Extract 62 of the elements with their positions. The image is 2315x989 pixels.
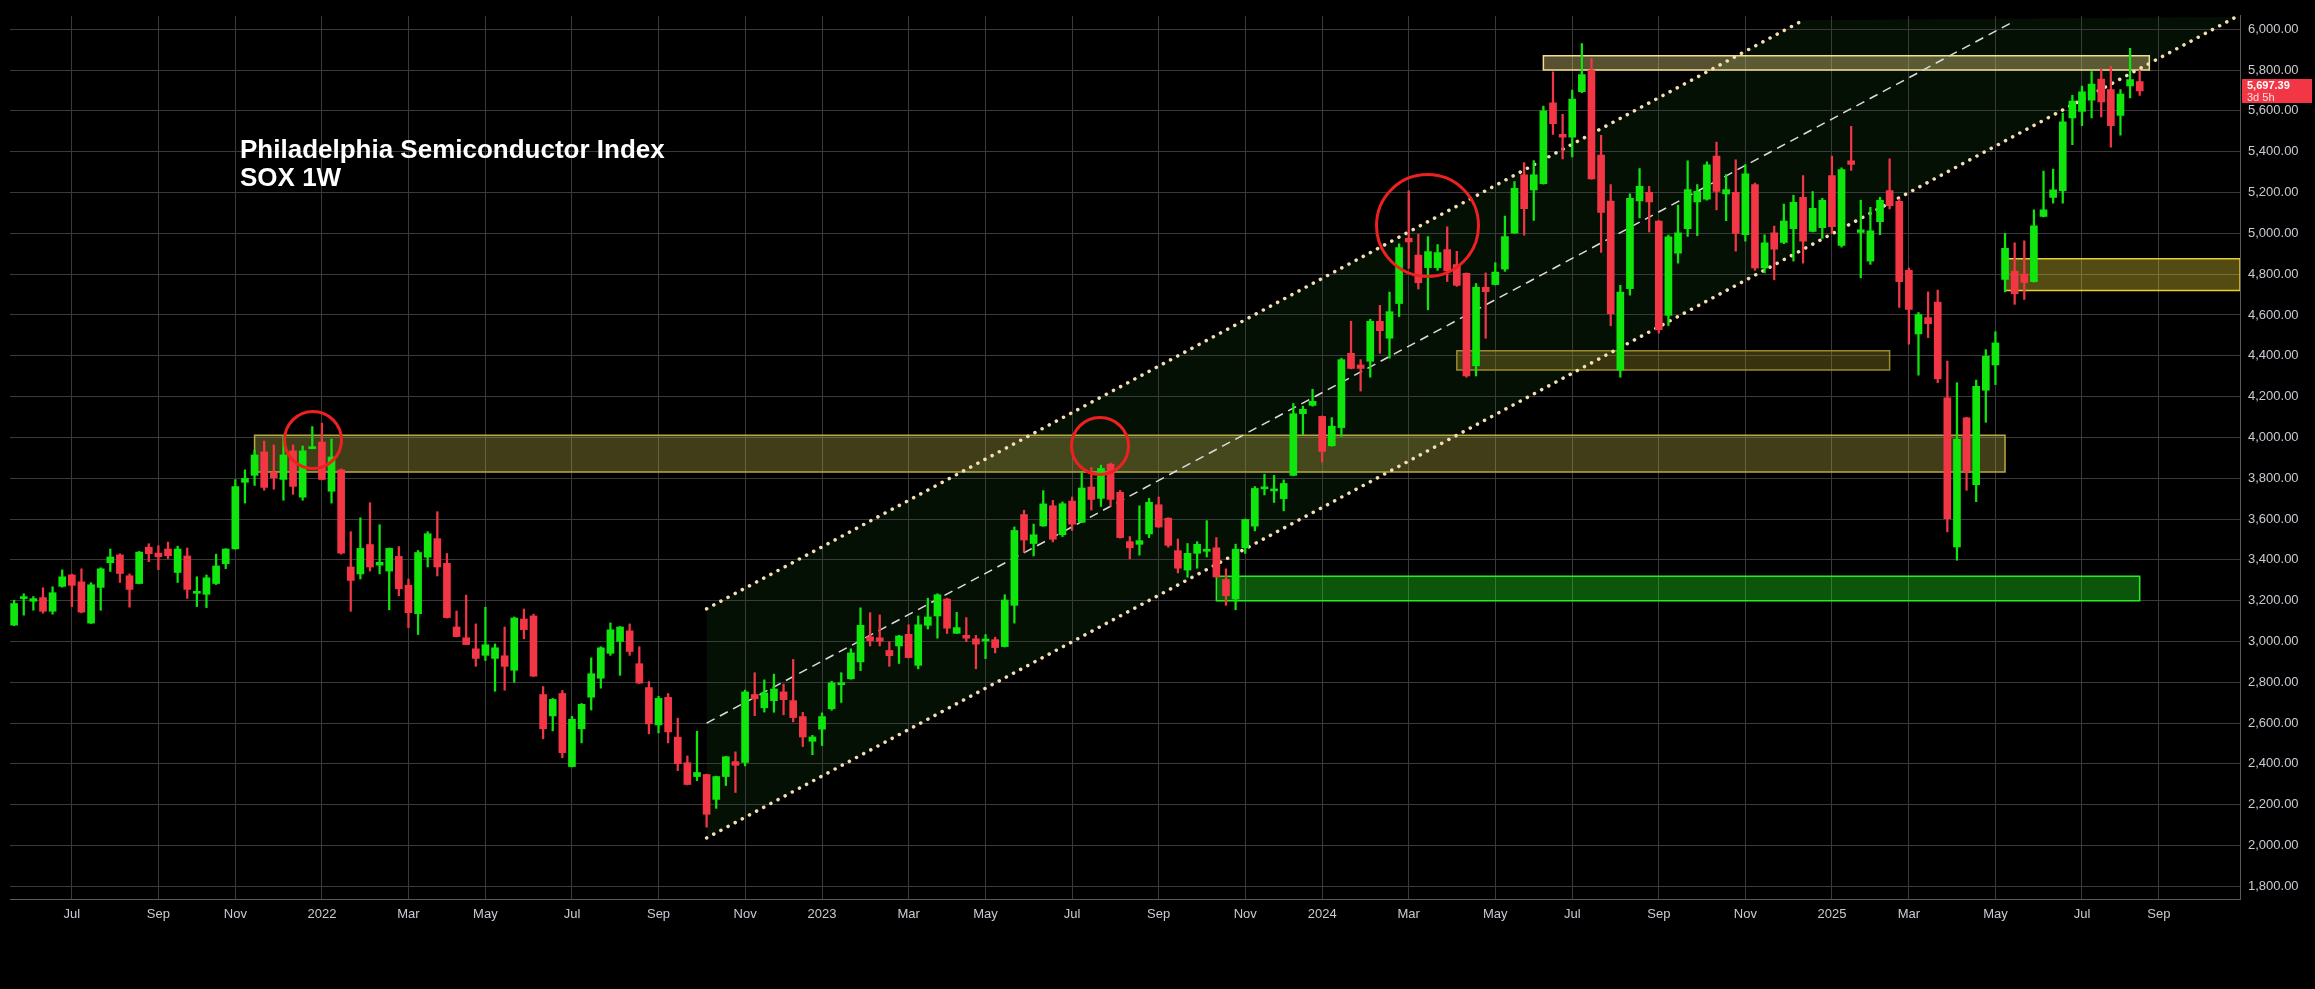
- x-tick-label: 2025: [1817, 906, 1847, 922]
- y-tick-label: 4,200.00: [2248, 388, 2299, 404]
- text: 3d 5h: [2247, 91, 2276, 103]
- x-tick-label: 2023: [807, 906, 837, 922]
- y-tick-label: 4,800.00: [2248, 265, 2299, 281]
- y-tick-label: 4,000.00: [2248, 428, 2299, 444]
- x-tick-label: Nov: [1233, 906, 1258, 922]
- text: Philadelphia Semiconductor Index: [240, 134, 665, 164]
- x-tick-label: Nov: [223, 906, 248, 922]
- y-tick-label: 3,000.00: [2248, 633, 2299, 649]
- y-tick-label: 2,400.00: [2248, 755, 2299, 771]
- x-tick-label: Nov: [1733, 906, 1758, 922]
- y-tick-label: 3,800.00: [2248, 469, 2299, 485]
- y-tick-label: 2,200.00: [2248, 796, 2299, 812]
- candlestick: [1260, 473, 1269, 496]
- x-tick-label: May: [473, 906, 499, 922]
- x-tick-label: Mar: [897, 906, 921, 922]
- x-tick-label: May: [973, 906, 999, 922]
- x-tick-label: Sep: [1147, 906, 1171, 922]
- x-tick-label: Jul: [563, 906, 581, 922]
- candlestick: [731, 751, 740, 793]
- y-tick-label: 5,200.00: [2248, 184, 2299, 200]
- y-tick-label: 5,400.00: [2248, 143, 2299, 159]
- candlestick: [481, 606, 490, 661]
- x-tick-label: Sep: [2147, 906, 2171, 922]
- y-tick-label: 2,800.00: [2248, 673, 2299, 689]
- candlestick: [1635, 168, 1644, 219]
- x-tick-label: 2024: [1307, 906, 1337, 922]
- text: 5,697.39: [2247, 79, 2291, 91]
- x-tick-label: Mar: [1397, 906, 1421, 922]
- x-tick-label: Sep: [1647, 906, 1671, 922]
- candlestick: [1308, 388, 1317, 407]
- y-tick-label: 4,600.00: [2248, 306, 2299, 322]
- candlestick: [808, 735, 817, 756]
- x-tick-label: May: [1483, 906, 1509, 922]
- candlestick: [1914, 312, 1923, 376]
- candlestick: [1135, 505, 1144, 556]
- y-tick-label: 6,000.00: [2248, 20, 2299, 36]
- x-tick-label: Jul: [2073, 906, 2091, 922]
- candlestick: [1558, 114, 1567, 160]
- x-tick-label: Jul: [1063, 906, 1081, 922]
- x-tick-label: Jul: [63, 906, 81, 922]
- x-tick-label: Sep: [646, 906, 671, 922]
- y-tick-label: 3,200.00: [2248, 592, 2299, 608]
- y-tick-label: 3,600.00: [2248, 510, 2299, 526]
- y-tick-label: 5,800.00: [2248, 61, 2299, 77]
- x-tick-label: Sep: [146, 906, 170, 922]
- text: SOX 1W: [240, 162, 342, 192]
- x-tick-label: Mar: [1897, 906, 1921, 922]
- y-tick-label: 5,600.00: [2248, 102, 2299, 118]
- y-tick-label: 5,000.00: [2248, 224, 2299, 240]
- x-tick-label: Jul: [1563, 906, 1581, 922]
- x-tick-label: Nov: [733, 906, 758, 922]
- y-tick-label: 2,600.00: [2248, 714, 2299, 730]
- x-tick-label: Mar: [397, 906, 421, 922]
- x-tick-label: 2022: [307, 906, 337, 922]
- y-tick-label: 4,400.00: [2248, 347, 2299, 363]
- y-tick-label: 2,000.00: [2248, 837, 2299, 853]
- x-tick-label: May: [1983, 906, 2009, 922]
- y-tick-label: 3,400.00: [2248, 551, 2299, 567]
- candlestick: [1029, 523, 1038, 557]
- y-tick-label: 1,800.00: [2248, 877, 2299, 893]
